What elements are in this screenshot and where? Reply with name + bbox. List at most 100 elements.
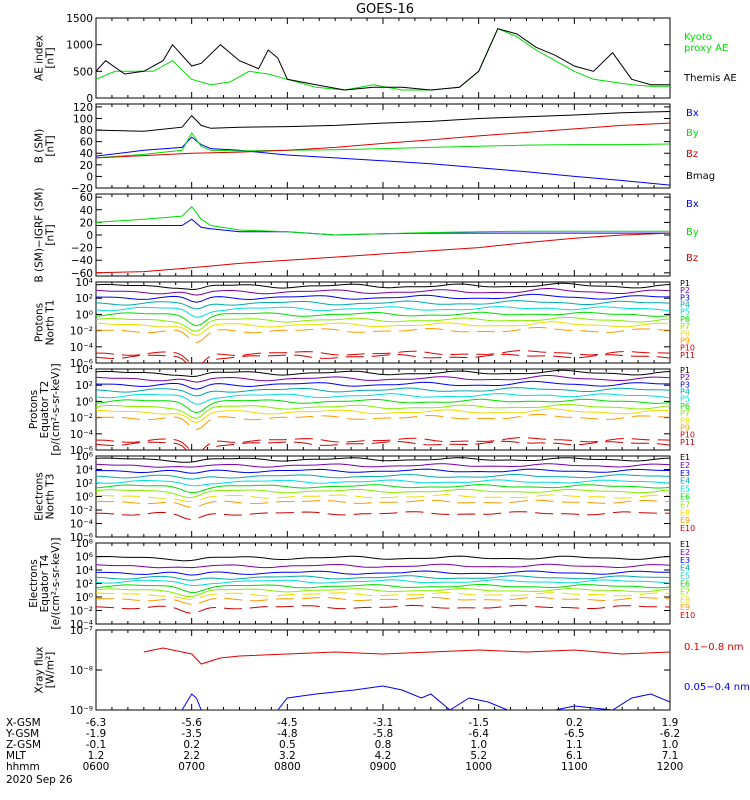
legend-entry: By (686, 128, 699, 139)
legend-p4: P4 (680, 301, 690, 310)
footer-cell: 0.8 (375, 739, 392, 751)
y-tick-label: 10⁻² (70, 326, 93, 338)
y-tick-label: 10⁶ (75, 451, 93, 463)
series-p5-line (96, 393, 670, 405)
series-p6-line (96, 398, 670, 414)
legend-p6: P6 (680, 402, 690, 411)
data-area (96, 111, 670, 186)
y-tick-label: 10⁻⁶ (70, 358, 93, 370)
y-tick-label: 500 (73, 66, 93, 78)
legend-p7: P7 (680, 322, 690, 331)
legend-p2: P2 (680, 373, 690, 382)
footer-row-label: X-GSM (6, 717, 41, 729)
series-e2-line (96, 563, 670, 569)
legend-e4: E4 (680, 477, 690, 486)
footer-cell: -5.6 (181, 717, 202, 729)
series-p8-line (96, 321, 670, 337)
legend-p11: P11 (680, 351, 695, 360)
y-axis-label: [nT] (45, 47, 57, 68)
y-axis-label: [nT] (45, 135, 57, 156)
y-tick-label: 10⁰ (75, 396, 93, 408)
y-tick-label: 10² (75, 478, 93, 490)
footer-cell: 1.2 (88, 750, 105, 762)
footer-cell: 0600 (83, 761, 110, 773)
y-tick-label: 10⁻⁶ (70, 445, 93, 457)
y-axis-label: B (SM)−IGRF (SM) (34, 187, 46, 282)
footer-cell: -4.8 (277, 728, 298, 740)
legend-entry: Bz (686, 149, 698, 160)
y-tick-label: 10² (75, 579, 93, 591)
legend-p1: P1 (680, 279, 690, 288)
y-tick-label: 10⁻⁴ (70, 429, 93, 441)
y-tick-label: 0 (86, 230, 93, 242)
legend-p2: P2 (680, 286, 690, 295)
footer-cell: 1.9 (662, 717, 679, 729)
y-tick-label: 10⁶ (75, 552, 93, 564)
legend-p5: P5 (680, 395, 690, 404)
legend-p5: P5 (680, 308, 690, 317)
y-tick-label: 10⁴ (75, 565, 93, 577)
footer-cell: -0.1 (86, 739, 107, 751)
footer-date: 2020 Sep 26 (6, 774, 73, 786)
y-axis-label: Electrons (28, 559, 40, 608)
footer-cell: -6.4 (468, 728, 489, 740)
footer-cell: -3.5 (181, 728, 202, 740)
series-e6-line (96, 484, 670, 494)
plot-title: GOES-16 (356, 2, 414, 17)
y-axis-label: AE index (34, 35, 46, 81)
y-axis-label: Electrons (34, 472, 46, 521)
panel-4: 10⁻⁶ 10⁻⁴ 10⁻² 10⁰ 10² 10⁴ Protons North T1 P1P2… (34, 277, 696, 370)
series-e1-line (96, 457, 670, 463)
y-tick-label: −20 (71, 183, 93, 195)
legend-e7: E7 (680, 500, 690, 509)
y-axis-label: North T1 (45, 300, 57, 346)
footer-cell: 5.2 (470, 750, 487, 762)
series-0-05-0-4-nm-line (181, 685, 670, 710)
series-e9-line (96, 596, 670, 606)
y-tick-label: 10⁻⁴ (70, 619, 93, 631)
series-bz-line (96, 122, 670, 159)
series-p4-line (96, 300, 670, 310)
footer-cell: 0.2 (183, 739, 200, 751)
y-tick-label: 10⁰ (75, 592, 93, 604)
panel-5: 10⁻⁶ 10⁻⁴ 10⁻² 10⁰ 10² 10⁴ Protons Equator T2 [p… (28, 363, 695, 457)
footer-cell: 0700 (178, 761, 205, 773)
legend-entry: proxy AE (684, 43, 728, 54)
legend-p6: P6 (680, 315, 690, 324)
legend-p10: P10 (680, 431, 695, 440)
footer-cell: 0.5 (279, 739, 296, 751)
legend-e1: E1 (680, 540, 690, 549)
y-tick-label: 10⁻⁷ (70, 625, 93, 637)
series-e7-line (96, 587, 670, 598)
y-tick-label: 10⁴ (75, 364, 93, 376)
legend-e5: E5 (680, 572, 690, 581)
legend-e6: E6 (680, 580, 690, 589)
series-e1-line (96, 555, 670, 562)
series-e5-line (96, 579, 670, 586)
footer-cell: 4.2 (375, 750, 392, 762)
legend-e6: E6 (680, 493, 690, 502)
y-tick-label: 10² (75, 293, 93, 305)
series-p3-line (96, 380, 670, 390)
legend-e4: E4 (680, 564, 690, 573)
y-tick-label: 10² (75, 380, 93, 392)
data-area (96, 555, 670, 614)
series-e4-line (96, 575, 670, 581)
footer-cell: 2.2 (183, 750, 200, 762)
panel-frame (95, 103, 671, 189)
y-axis-label: B (SM) (34, 129, 46, 163)
y-tick-label: 0 (86, 93, 93, 105)
y-tick-label: 10⁴ (75, 465, 93, 477)
footer-cell: -4.5 (277, 717, 298, 729)
legend-e7: E7 (680, 587, 690, 596)
series-e6-line (96, 584, 670, 594)
y-tick-label: 20 (80, 217, 93, 229)
legend-entry: Themis AE (683, 73, 737, 84)
series-p7-line (96, 317, 670, 332)
y-tick-label: 10⁻⁴ (70, 519, 93, 531)
panel-8: 10⁻⁹ 10⁻⁸ 10⁻⁷ Xray flux [W/m²] 0.1−0.8 nm 0.0… (34, 625, 750, 717)
footer-cell: 0900 (370, 761, 397, 773)
